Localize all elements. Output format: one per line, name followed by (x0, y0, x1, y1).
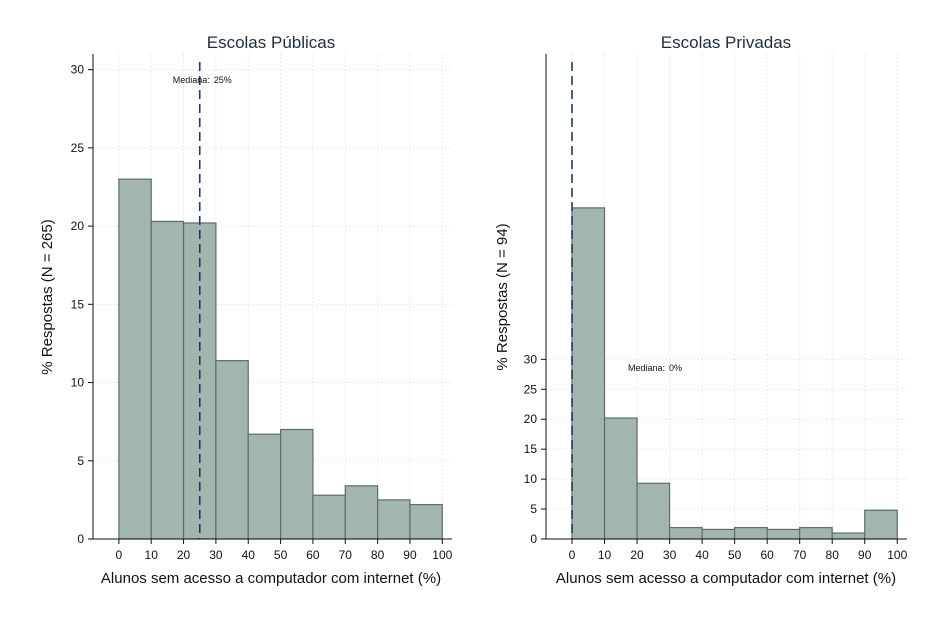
x-tick-label: 50 (274, 548, 288, 562)
bar (668, 527, 703, 540)
bar (344, 485, 379, 540)
panel-escolas-publicas: Escolas Públicas Alunos sem acesso a com… (39, 33, 453, 587)
x-tick-label: 70 (339, 548, 353, 562)
median-label: Mediana: 25% (173, 75, 232, 85)
y-tick-label: 10 (71, 376, 85, 390)
y-tick-label: 10 (524, 472, 538, 486)
y-tick-label: 15 (524, 442, 538, 456)
x-tick-label: 40 (695, 548, 709, 562)
bar (831, 532, 866, 540)
axes: 0 5 10 15 20 25 30 0 10 20 30 40 50 60 70 80 90 100 (71, 54, 453, 562)
x-tick-label: 50 (728, 548, 742, 562)
x-tick-label: 20 (177, 548, 191, 562)
median-label-text: Mediana: (628, 363, 665, 373)
x-tick-label: 0 (116, 548, 123, 562)
x-tick-label: 30 (209, 548, 223, 562)
median-label: Mediana: 0% (628, 363, 682, 373)
bar (571, 207, 606, 540)
median-marker: Mediana: 25% (173, 62, 232, 539)
x-tick-label: 100 (432, 548, 452, 562)
bar (247, 433, 282, 540)
y-tick-label: 5 (77, 454, 84, 468)
y-tick-label: 15 (71, 297, 85, 311)
median-label-text: Mediana: (173, 75, 210, 85)
x-axis-label: Alunos sem acesso a computador com inter… (556, 570, 896, 587)
bars (571, 207, 898, 540)
bar (409, 503, 443, 540)
y-tick-label: 30 (524, 352, 538, 366)
x-tick-label: 40 (242, 548, 256, 562)
panel-escolas-privadas: Escolas Privadas Alunos sem acesso a com… (494, 33, 908, 587)
y-axis-label: % Respostas (N = 265) (39, 219, 56, 375)
y-tick-label: 0 (77, 532, 84, 546)
bar (864, 509, 898, 540)
y-tick-label: 20 (71, 219, 85, 233)
x-tick-label: 80 (826, 548, 840, 562)
bar (701, 528, 736, 540)
y-tick-label: 30 (71, 63, 85, 77)
bar (279, 428, 314, 540)
bar (118, 178, 152, 540)
bars (118, 178, 443, 540)
bar (312, 494, 346, 540)
y-tick-label: 20 (524, 412, 538, 426)
median-value-text: 0% (669, 363, 682, 373)
bar (603, 417, 638, 540)
bar (150, 220, 185, 540)
y-axis-label: % Respostas (N = 94) (494, 223, 511, 370)
x-tick-label: 80 (371, 548, 385, 562)
chart-title: Escolas Privadas (661, 33, 791, 52)
bar (799, 527, 833, 540)
x-tick-label: 90 (858, 548, 872, 562)
x-axis-label: Alunos sem acesso a computador com inter… (101, 570, 441, 587)
y-tick-label: 25 (71, 141, 85, 155)
x-tick-label: 30 (663, 548, 677, 562)
bar (377, 499, 411, 540)
x-tick-label: 100 (887, 548, 907, 562)
x-tick-label: 10 (145, 548, 159, 562)
x-tick-label: 70 (793, 548, 807, 562)
chart-title: Escolas Públicas (207, 33, 336, 52)
bar (215, 360, 249, 540)
median-value-text: 25% (214, 75, 232, 85)
bar (766, 528, 801, 540)
x-tick-label: 60 (306, 548, 320, 562)
x-tick-label: 90 (403, 548, 417, 562)
median-marker: Mediana: 0% (571, 62, 682, 539)
x-tick-label: 0 (569, 548, 576, 562)
bar (182, 222, 217, 540)
y-tick-label: 0 (530, 532, 537, 546)
bar (734, 527, 768, 540)
bar (636, 482, 671, 540)
x-tick-label: 20 (630, 548, 644, 562)
y-tick-label: 5 (530, 502, 537, 516)
y-tick-label: 25 (524, 382, 538, 396)
axes: 0 5 10 15 20 25 30 0 10 20 30 40 50 60 70 80 90 100 (524, 54, 908, 562)
x-tick-label: 60 (760, 548, 774, 562)
x-tick-label: 10 (598, 548, 612, 562)
